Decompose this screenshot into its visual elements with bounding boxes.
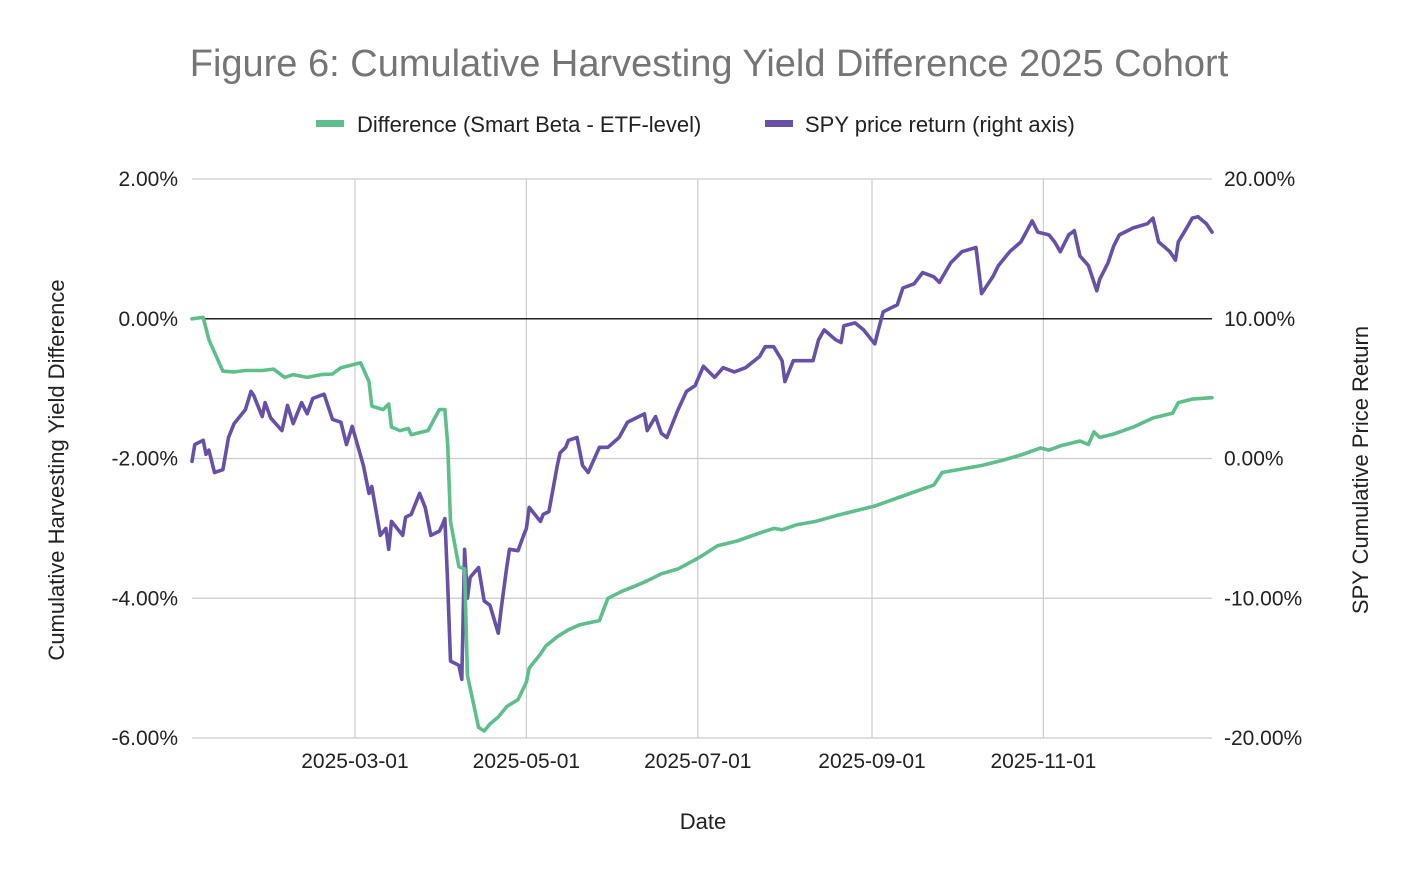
x-tick-label: 2025-09-01	[818, 750, 925, 773]
x-axis-title: Date	[680, 809, 726, 834]
legend-swatch-difference	[316, 120, 344, 127]
axis-ticks: 2.00% 20.00% 0.00% 10.00% -2.00% 0.00% -4.00% -…	[111, 168, 1302, 773]
series-difference	[190, 315, 1214, 733]
y-tick-label-right: 10.00%	[1224, 308, 1295, 331]
y-tick-label-left: -2.00%	[111, 448, 178, 471]
y-tick-label-left: -6.00%	[111, 727, 178, 750]
y-tick-label-left: -4.00%	[111, 587, 178, 610]
legend-label-spy: SPY price return (right axis)	[805, 112, 1075, 137]
y-axis-title-right: SPY Cumulative Price Return	[1348, 326, 1373, 614]
y-tick-label-left: 0.00%	[118, 308, 178, 331]
legend: Difference (Smart Beta - ETF-level) SPY …	[316, 112, 1075, 137]
series-spy	[190, 214, 1214, 682]
y-tick-label-right: -10.00%	[1224, 587, 1302, 610]
gridlines	[192, 178, 1212, 739]
chart-title: Figure 6: Cumulative Harvesting Yield Di…	[190, 43, 1229, 85]
spy-line	[190, 214, 1214, 682]
y-tick-label-right: -20.00%	[1224, 727, 1302, 750]
x-tick-label: 2025-05-01	[473, 750, 580, 773]
y-tick-label-left: 2.00%	[118, 168, 178, 191]
legend-swatch-spy	[765, 120, 793, 127]
y-tick-label-right: 20.00%	[1224, 168, 1295, 191]
series-layer	[190, 214, 1214, 733]
x-tick-label: 2025-03-01	[301, 750, 408, 773]
y-tick-label-right: 0.00%	[1224, 448, 1284, 471]
legend-item-spy[interactable]: SPY price return (right axis)	[765, 112, 1075, 137]
x-tick-label: 2025-07-01	[644, 750, 751, 773]
x-tick-label: 2025-11-01	[990, 750, 1096, 773]
legend-item-difference[interactable]: Difference (Smart Beta - ETF-level)	[316, 112, 701, 137]
y-axis-title-left: Cumulative Harvesting Yield Difference	[44, 279, 69, 660]
difference-line	[190, 315, 1214, 733]
legend-label-difference: Difference (Smart Beta - ETF-level)	[357, 112, 701, 137]
